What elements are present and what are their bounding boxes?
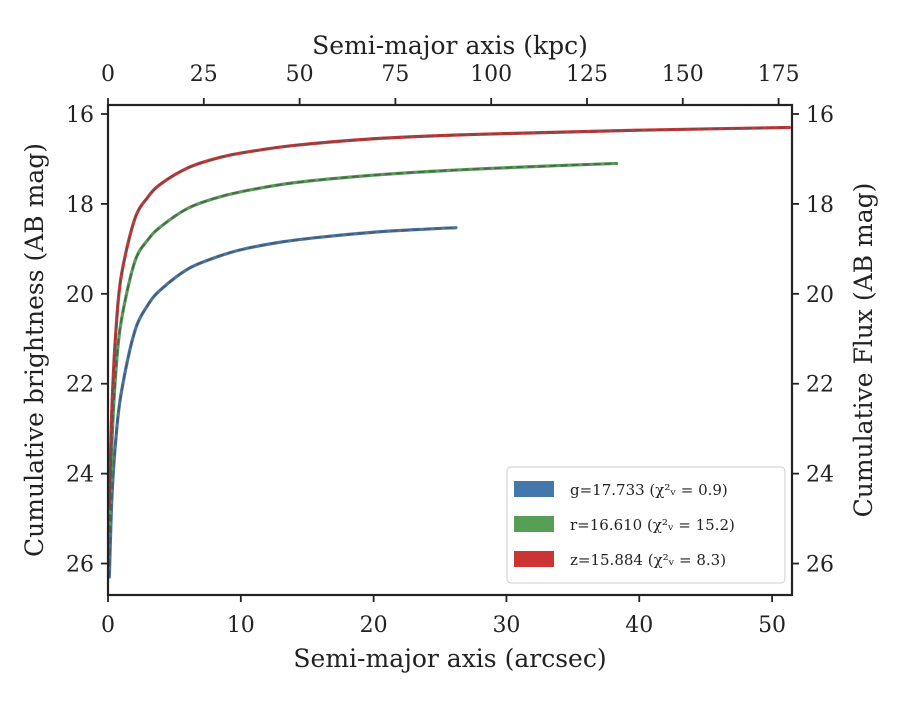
y2-tick-label-16: 16 <box>806 103 834 128</box>
plot-frame <box>106 103 794 597</box>
series-line-z <box>107 125 791 507</box>
y-tick-label-20: 20 <box>66 283 94 308</box>
x2-tick-label-150: 150 <box>662 62 704 87</box>
y-tick-label-24: 24 <box>66 463 94 488</box>
x-axis-label: Semi-major axis (arcsec) <box>293 644 606 673</box>
x-tick-label-30: 30 <box>492 613 520 638</box>
y-axis-label: Cumulative brightness (AB mag) <box>20 143 49 557</box>
y2-tick-label-26: 26 <box>806 553 834 578</box>
y2-axis-label: Cumulative Flux (AB mag) <box>849 183 878 518</box>
x-tick-label-0: 0 <box>101 613 115 638</box>
y-tick-label-16: 16 <box>66 103 94 128</box>
x2-tick-label-175: 175 <box>758 62 800 87</box>
y-tick-label-22: 22 <box>66 373 94 398</box>
series-line-g <box>107 226 458 579</box>
legend-label-r: r=16.610 (χ²ᵥ = 15.2) <box>570 516 735 534</box>
x2-axis-label: Semi-major axis (kpc) <box>312 31 588 60</box>
x-tick-label-50: 50 <box>758 613 786 638</box>
x2-tick-label-50: 50 <box>286 62 314 87</box>
x2-tick-label-0: 0 <box>101 62 115 87</box>
x2-tick-label-25: 25 <box>190 62 218 87</box>
legend-label-g: g=17.733 (χ²ᵥ = 0.9) <box>570 481 728 499</box>
x-tick-label-20: 20 <box>360 613 388 638</box>
legend-swatch-z <box>514 551 554 567</box>
x-tick-label-40: 40 <box>625 613 653 638</box>
x-tick-label-10: 10 <box>227 613 255 638</box>
legend-label-z: z=15.884 (χ²ᵥ = 8.3) <box>570 551 726 569</box>
fit-lines-layer <box>108 126 790 578</box>
y2-tick-label-18: 18 <box>806 193 834 218</box>
model-fit-line-z <box>108 126 790 506</box>
legend: g=17.733 (χ²ᵥ = 0.9) r=16.610 (χ²ᵥ = 15.2… <box>506 466 786 584</box>
y2-tick-label-22: 22 <box>806 373 834 398</box>
y2-tick-label-20: 20 <box>806 283 834 308</box>
y-tick-label-26: 26 <box>66 553 94 578</box>
x2-tick-label-125: 125 <box>566 62 608 87</box>
y-tick-label-18: 18 <box>66 193 94 218</box>
axes-layer: 0 10 20 30 40 500 25 50 75 100 125 150 1751618202224… <box>20 31 878 673</box>
y2-tick-label-24: 24 <box>806 463 834 488</box>
legend-swatch-g <box>514 481 554 497</box>
legend-swatch-r <box>514 516 554 532</box>
x2-tick-label-100: 100 <box>470 62 512 87</box>
legend-box <box>506 466 786 584</box>
x2-tick-label-75: 75 <box>381 62 409 87</box>
model-fit-line-g <box>108 226 457 578</box>
model-fit-line-r <box>108 162 617 533</box>
